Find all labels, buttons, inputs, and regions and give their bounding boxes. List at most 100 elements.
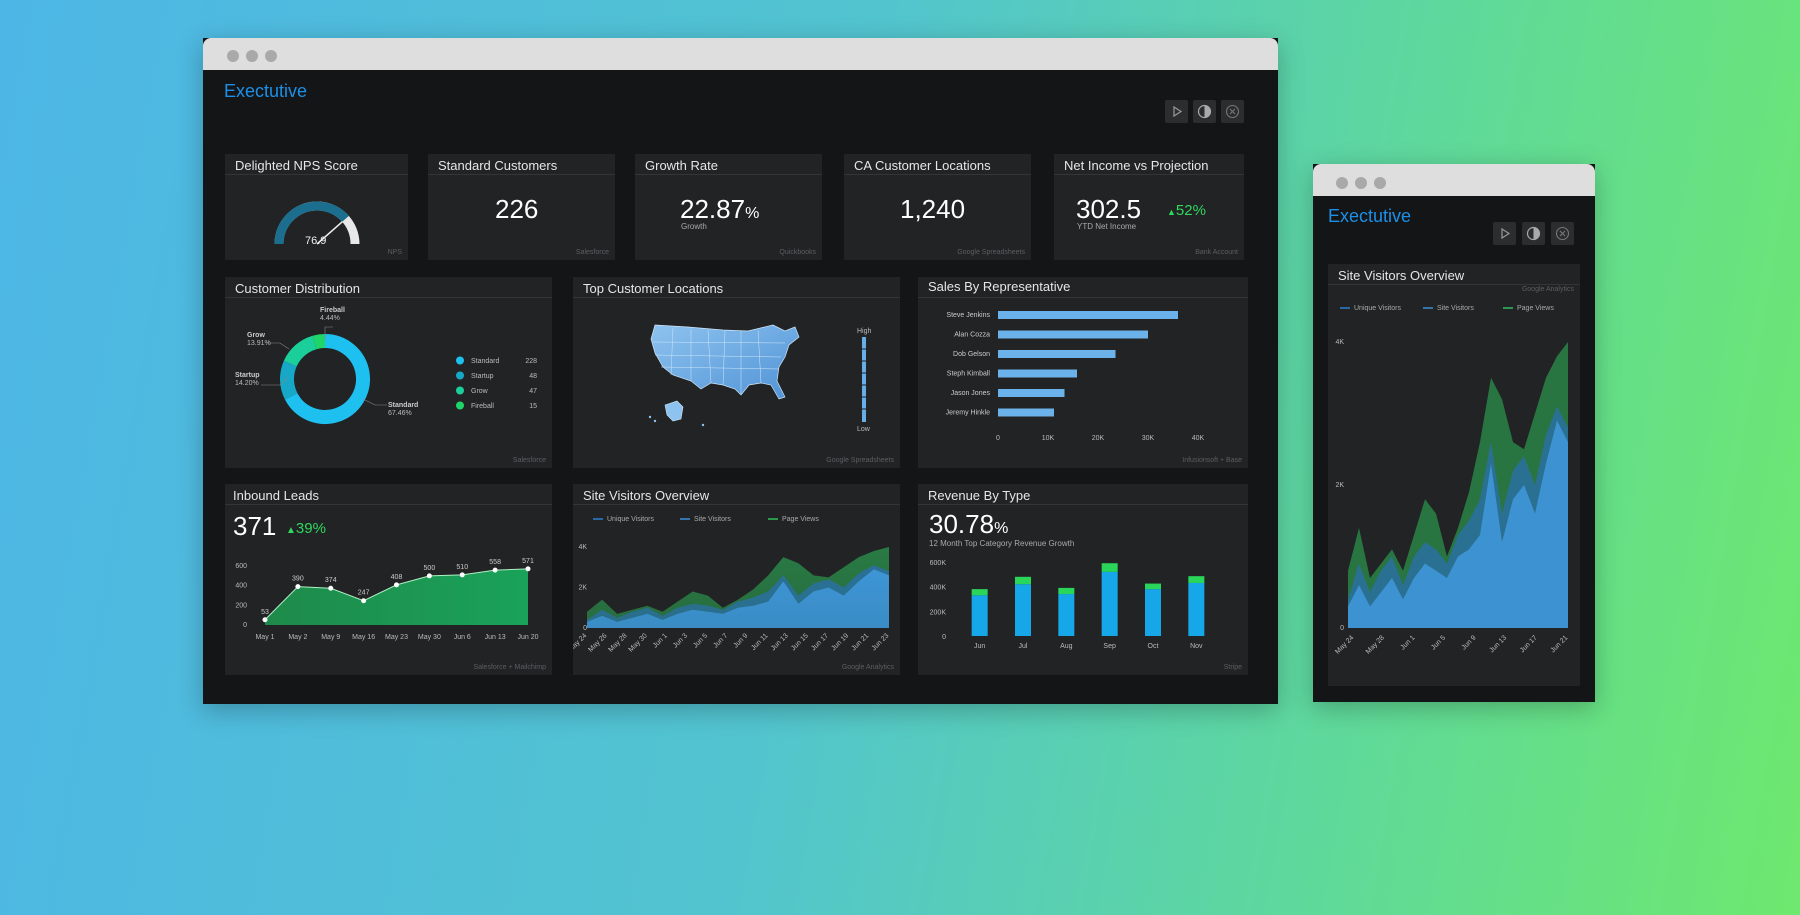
kpi-sub: Growth (681, 222, 707, 231)
zoom-dot[interactable] (1374, 177, 1386, 189)
x-tick: Oct (1148, 643, 1159, 650)
x-tick: May 2 (288, 634, 307, 641)
zoom-dot[interactable] (265, 50, 277, 62)
theme-button[interactable] (1193, 100, 1216, 123)
x-tick: Aug (1060, 643, 1073, 650)
map-alaska (664, 400, 684, 422)
leads-data-label: 571 (522, 558, 534, 565)
close-dot[interactable] (227, 50, 239, 62)
change-value: 52% (1175, 202, 1206, 219)
donut-slice-standard (284, 334, 370, 424)
distribution-donut-chart: Standard67.46%Startup14.20%Grow13.91%Fir… (235, 307, 537, 424)
x-tick: Jun 1 (1399, 634, 1416, 651)
title-bar (203, 38, 1278, 70)
x-tick: May 28 (607, 632, 628, 653)
x-tick: Jun 17 (1519, 634, 1539, 654)
panel-source: Infusionsoft + Base (1182, 457, 1242, 464)
close-dot[interactable] (1336, 177, 1348, 189)
growth-rate-panel: Growth Rate 22.87% Growth Quickbooks (635, 154, 822, 260)
customer-distribution-panel: Customer Distribution Standard 67.46% Star… (225, 277, 552, 468)
x-tick: May 30 (418, 634, 441, 641)
panel-title: CA Customer Locations (854, 158, 991, 173)
close-button[interactable] (1221, 100, 1244, 123)
x-tick: Nov (1190, 643, 1203, 650)
sales-by-rep-panel: Sales By Representative Steve Jenkins Ala… (918, 277, 1248, 468)
x-tick: 40K (1192, 435, 1205, 442)
legend-swatch (456, 371, 464, 380)
growth-value: 22.87 (680, 194, 746, 224)
revenue-bar-base (1058, 594, 1075, 636)
x-tick: Jun 13 (770, 632, 790, 652)
panel-source: Salesforce (575, 249, 609, 256)
play-icon (1173, 105, 1183, 118)
play-button[interactable] (1493, 222, 1516, 245)
us-map: High Low (648, 324, 872, 433)
close-icon (1555, 226, 1570, 241)
x-tick: May 16 (352, 634, 375, 641)
dashboard-title: Exectutive (224, 81, 308, 101)
close-button[interactable] (1551, 222, 1574, 245)
leads-point (328, 585, 334, 591)
legend-name: Fireball (471, 403, 494, 410)
x-tick: Jun 13 (485, 634, 506, 641)
leader-line (324, 326, 333, 339)
kpi-value: 226 (495, 194, 539, 224)
donut-slice-grow (283, 335, 317, 367)
play-button[interactable] (1165, 100, 1188, 123)
revenue-bar-base (971, 595, 988, 636)
x-tick: Jun 9 (1461, 634, 1478, 651)
revenue-bar-base (1101, 571, 1118, 636)
map-legend-scale (862, 337, 866, 422)
panel-title: Site Visitors Overview (583, 488, 710, 503)
y-tick: 0 (243, 622, 247, 629)
leads-area-chart: 53 390 374 247 408 500 510 558 571 600 400 200 0 May … (235, 558, 538, 641)
revenue-value: 30.78 (929, 509, 995, 539)
revenue-bar-top (971, 589, 988, 596)
x-tick: 0 (996, 435, 1000, 442)
panel-title: Customer Distribution (235, 281, 360, 296)
revenue-bar-top (1101, 563, 1118, 572)
gauge-needle (316, 220, 343, 245)
minimize-dot[interactable] (1355, 177, 1367, 189)
x-tick: Jun (974, 643, 985, 650)
kpi-value: 30.78% (929, 509, 1008, 540)
area-uv (587, 569, 889, 628)
rep-name: Dob Gelson (953, 351, 990, 358)
leads-data-label: 374 (325, 577, 337, 584)
panel-title: Sales By Representative (928, 279, 1071, 294)
up-arrow-icon: ▲ (286, 525, 296, 536)
panel-source: Stripe (1223, 664, 1242, 671)
theme-button[interactable] (1522, 222, 1545, 245)
panel-source: Quickbooks (779, 249, 816, 256)
donut-slice-startup (280, 360, 298, 400)
panel-source: Google Analytics (1521, 286, 1574, 293)
x-tick: Jun 11 (750, 632, 770, 652)
sales-bar (998, 330, 1148, 339)
leads-data-label: 390 (292, 576, 304, 583)
leads-point (262, 617, 268, 623)
rep-name: Jeremy Hinkle (946, 410, 990, 417)
rep-name: Steph Kimball (947, 371, 991, 378)
x-tick: May 28 (1365, 634, 1386, 655)
legend-name: Unique Visitors (1354, 305, 1401, 312)
gauge-fill (274, 201, 349, 245)
leads-point (426, 573, 432, 579)
mobile-window: Exectutive Site Visitors Overview Google… (1313, 164, 1595, 702)
y-tick: 200 (235, 602, 247, 609)
y-tick: 200K (930, 609, 947, 616)
ca-locations-panel: CA Customer Locations 1,240 Google Sprea… (844, 154, 1031, 260)
map-legend-low: Low (857, 426, 871, 433)
revenue-bar-base (1015, 584, 1031, 636)
change-indicator: ▲52% (1167, 202, 1206, 219)
rep-name: Steve Jenkins (946, 312, 990, 319)
x-tick: Jun 5 (692, 632, 709, 649)
x-tick: May 24 (573, 632, 588, 653)
minimize-dot[interactable] (246, 50, 258, 62)
panel-source: NPS (387, 249, 402, 256)
x-tick: Jun 3 (672, 632, 689, 649)
panel-source: Bank Account (1195, 249, 1238, 256)
panel-title: Net Income vs Projection (1064, 158, 1209, 173)
leads-data-label: 247 (358, 590, 370, 597)
revenue-bar-top (1058, 587, 1075, 595)
panel-title: Inbound Leads (233, 488, 320, 503)
